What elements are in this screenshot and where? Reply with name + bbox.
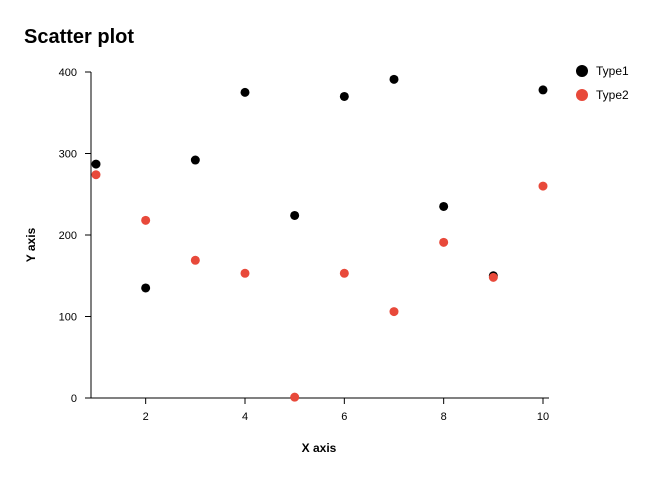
point-type1 (439, 201, 449, 211)
point-type2 (488, 272, 498, 282)
point-type1 (389, 74, 399, 84)
x-axis-label: X axis (302, 441, 337, 455)
point-type2 (91, 170, 101, 180)
point-type1 (141, 283, 151, 293)
legend-marker-type2 (576, 89, 588, 101)
point-type1 (538, 85, 548, 95)
point-type2 (141, 215, 151, 225)
legend-label-type1: Type1 (596, 64, 629, 78)
y-tick-label: 200 (59, 230, 77, 242)
point-type2 (389, 307, 399, 317)
chart-title: Scatter plot (24, 26, 134, 48)
point-type1 (91, 159, 101, 169)
x-tick-label: 10 (537, 411, 549, 423)
point-type1 (190, 155, 200, 165)
y-tick-label: 300 (59, 149, 77, 161)
point-type2 (240, 268, 250, 278)
x-tick-label: 6 (341, 411, 347, 423)
y-tick-label: 400 (59, 67, 77, 79)
point-type2 (290, 392, 300, 402)
legend-marker-type1 (576, 65, 588, 77)
point-type1 (290, 210, 300, 220)
y-axis-label: Y axis (24, 227, 38, 262)
point-type1 (339, 91, 349, 101)
point-type2 (339, 268, 349, 278)
x-tick-label: 8 (441, 411, 447, 423)
point-type2 (538, 181, 548, 191)
point-type2 (439, 237, 449, 247)
point-type2 (190, 255, 200, 265)
y-tick-label: 0 (71, 393, 77, 405)
plot-area: 0 100 200 300 400 2 4 6 8 10 (59, 67, 549, 423)
x-tick-label: 4 (242, 411, 248, 423)
point-type1 (240, 87, 250, 97)
y-tick-label: 100 (59, 312, 77, 324)
legend: Type1 Type2 (576, 64, 629, 102)
legend-label-type2: Type2 (596, 88, 629, 102)
x-tick-label: 2 (143, 411, 149, 423)
